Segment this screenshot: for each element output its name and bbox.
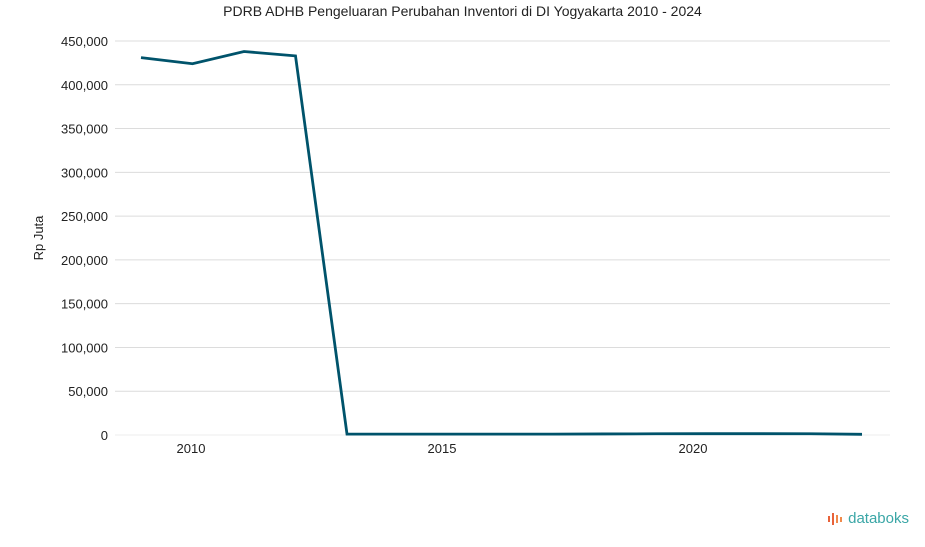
chart-title: PDRB ADHB Pengeluaran Perubahan Inventor… <box>223 3 702 19</box>
y-tick-label: 200,000 <box>61 253 108 268</box>
y-tick-label: 250,000 <box>61 209 108 224</box>
databoks-logo: databoks <box>827 510 909 527</box>
y-axis-label: Rp Juta <box>31 215 46 261</box>
y-tick-label: 400,000 <box>61 78 108 93</box>
y-tick-label: 100,000 <box>61 340 108 355</box>
y-tick-label: 0 <box>101 428 108 443</box>
x-tick-label: 2015 <box>428 441 457 456</box>
y-tick-label: 450,000 <box>61 34 108 49</box>
y-tick-label: 150,000 <box>61 297 108 312</box>
y-tick-label: 50,000 <box>68 384 108 399</box>
y-tick-label: 300,000 <box>61 165 108 180</box>
series-line <box>140 50 863 436</box>
x-tick-label: 2010 <box>177 441 206 456</box>
logo-bars-icon <box>828 512 843 525</box>
y-tick-label: 350,000 <box>61 122 108 137</box>
brand-name: databoks <box>848 510 909 527</box>
x-tick-label: 2020 <box>679 441 708 456</box>
